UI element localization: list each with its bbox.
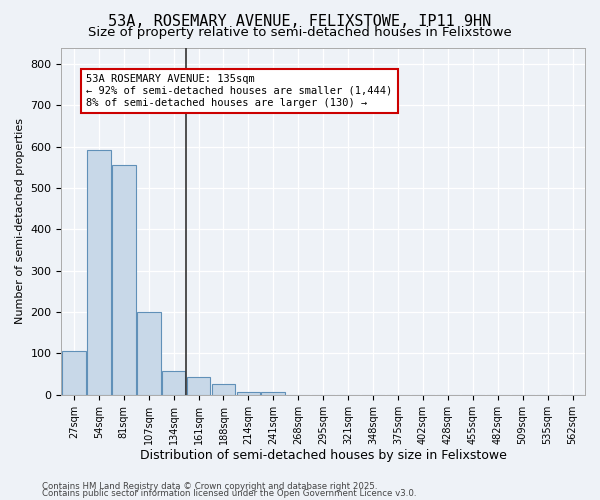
Bar [112,165,136,395]
Text: Size of property relative to semi-detached houses in Felixstowe: Size of property relative to semi-detach… [88,26,512,39]
Y-axis label: Number of semi-detached properties: Number of semi-detached properties [15,118,25,324]
Text: 53A ROSEMARY AVENUE: 135sqm
← 92% of semi-detached houses are smaller (1,444)
8%: 53A ROSEMARY AVENUE: 135sqm ← 92% of sem… [86,74,392,108]
Text: Contains public sector information licensed under the Open Government Licence v3: Contains public sector information licen… [42,489,416,498]
Bar [236,392,260,395]
Bar [87,150,110,395]
Text: 53A, ROSEMARY AVENUE, FELIXSTOWE, IP11 9HN: 53A, ROSEMARY AVENUE, FELIXSTOWE, IP11 9… [109,14,491,29]
Bar [187,377,211,395]
Text: Contains HM Land Registry data © Crown copyright and database right 2025.: Contains HM Land Registry data © Crown c… [42,482,377,491]
Bar [62,350,86,395]
Bar [137,312,161,395]
Bar [162,372,185,395]
X-axis label: Distribution of semi-detached houses by size in Felixstowe: Distribution of semi-detached houses by … [140,450,506,462]
Bar [262,392,285,395]
Bar [212,384,235,395]
